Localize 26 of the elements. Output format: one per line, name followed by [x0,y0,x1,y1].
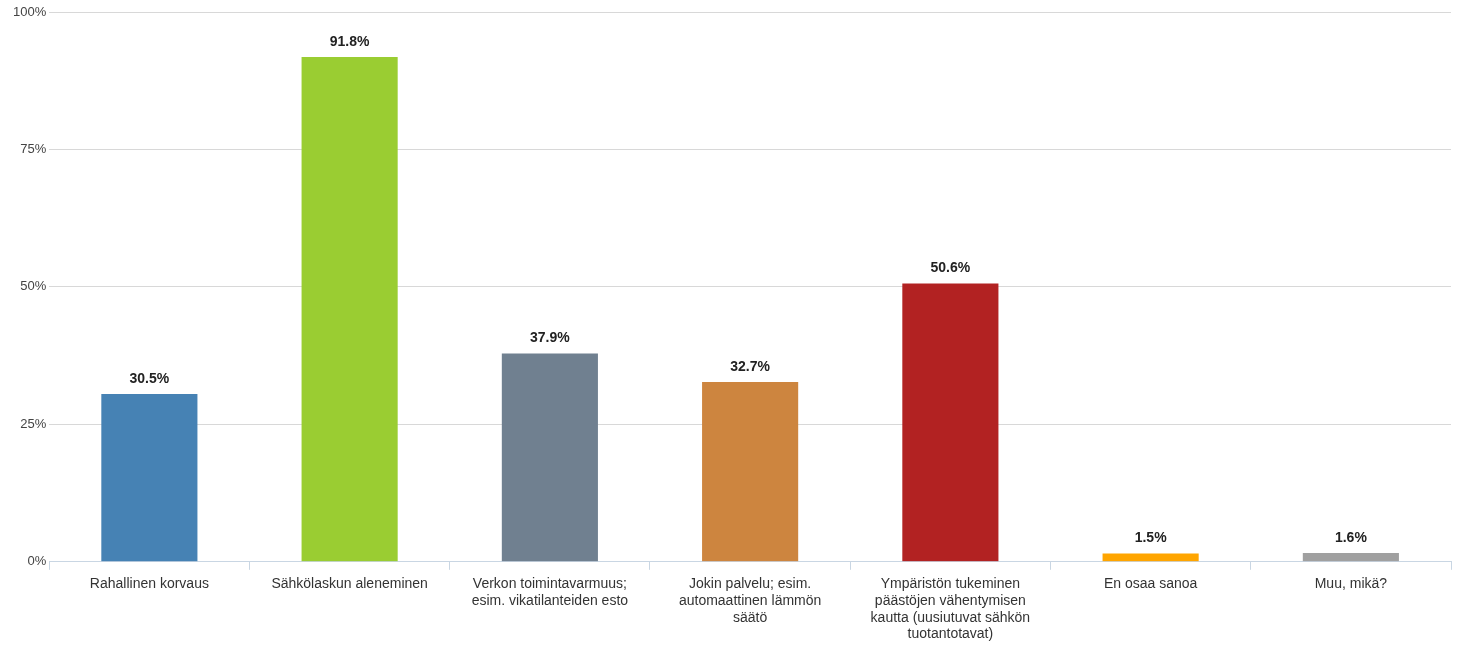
x-tick-label: Ympäristön tukeminen päästöjen vähentymisen kautta (uusiutuvat sähkön tuotantotavat) [870,575,1031,642]
bar [301,57,398,562]
bar [1102,553,1199,562]
bar [1302,553,1399,562]
data-label: 30.5% [129,369,170,386]
data-label: 1.5% [1134,529,1168,546]
x-tick-label: Rahallinen korvaus [89,575,209,592]
x-tick-label: En osaa sanoa [1103,575,1198,592]
bar [501,353,598,562]
data-label: 37.9% [530,329,571,346]
x-tick-label: Muu, mikä? [1314,575,1388,592]
bar [702,382,799,562]
y-tick-label: 0% [27,553,47,569]
x-tick-label: Sähkölaskun aleneminen [271,575,428,592]
y-tick-label: 100% [13,3,47,19]
y-tick-label: 50% [20,278,47,294]
bar [101,394,198,562]
x-tick-label: Jokin palvelu; esim. automaattinen lämmön säätö [678,575,822,625]
bar [902,283,999,562]
data-label: 91.8% [329,32,371,49]
y-tick-label: 25% [20,415,47,431]
data-label: 1.6% [1334,528,1368,545]
data-label: 32.7% [730,357,771,374]
y-tick-label: 75% [20,141,47,157]
data-label: 50.6% [930,259,971,276]
x-tick-label: Verkon toimintavarmuus; esim. vikatilanteiden esto [471,575,629,608]
